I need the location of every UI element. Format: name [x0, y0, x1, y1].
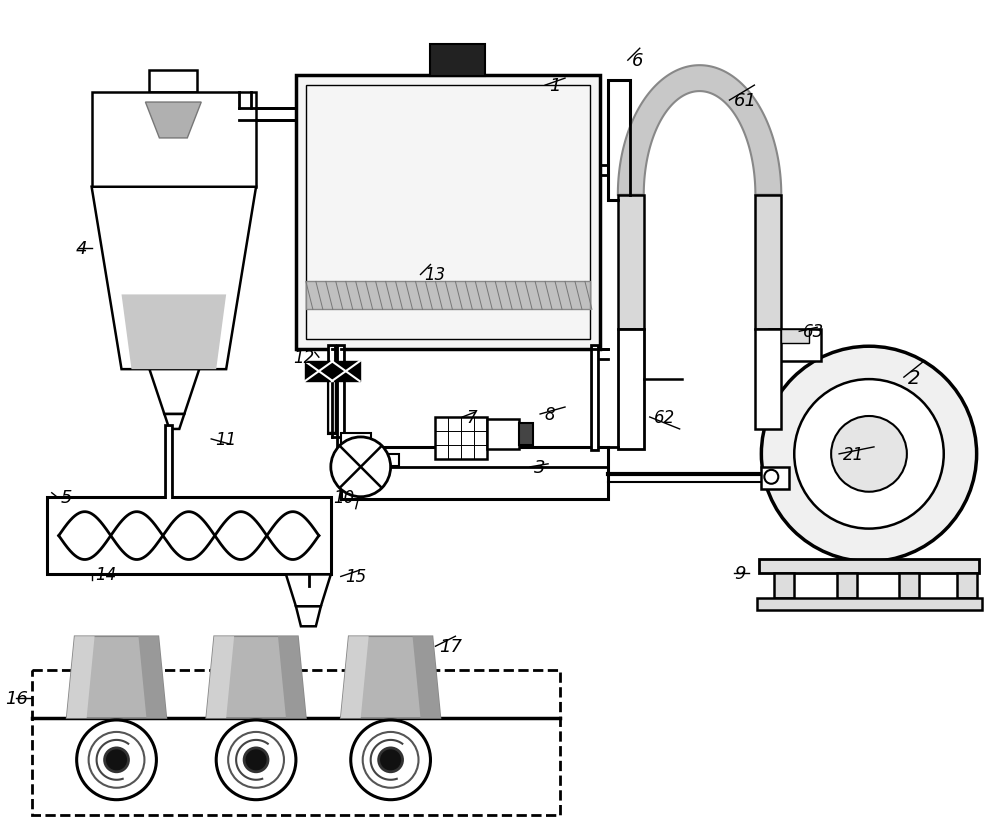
Text: 1: 1 [549, 77, 561, 95]
Text: 13: 13 [424, 266, 446, 284]
Bar [341, 447, 608, 499]
Circle shape [77, 720, 156, 800]
Bar [769, 330, 821, 362]
Bar [757, 599, 982, 610]
Bar [306, 282, 590, 310]
Bar [487, 420, 519, 450]
Polygon shape [67, 637, 95, 718]
Text: 2: 2 [908, 368, 920, 388]
Circle shape [89, 732, 144, 787]
Bar [92, 93, 256, 187]
Polygon shape [138, 637, 166, 718]
Circle shape [363, 732, 419, 787]
Bar [761, 467, 789, 489]
Circle shape [244, 748, 268, 772]
Bar [957, 574, 977, 599]
Polygon shape [206, 637, 234, 718]
Bar [341, 433, 371, 450]
Polygon shape [149, 370, 199, 415]
Text: 62: 62 [654, 408, 675, 426]
Text: 6: 6 [632, 52, 643, 70]
Circle shape [764, 470, 778, 484]
Text: 16: 16 [5, 689, 28, 707]
Circle shape [105, 748, 128, 772]
Circle shape [794, 380, 944, 529]
Polygon shape [206, 637, 306, 718]
Bar [430, 46, 485, 77]
Bar [618, 195, 644, 330]
Polygon shape [145, 103, 201, 139]
Text: 8: 8 [544, 406, 555, 423]
Text: 10: 10 [333, 489, 355, 506]
Polygon shape [341, 637, 440, 718]
Bar [519, 423, 533, 445]
Bar [47, 497, 331, 575]
Bar [381, 455, 399, 466]
Circle shape [831, 416, 907, 492]
Polygon shape [164, 415, 184, 430]
Bar [435, 417, 487, 460]
Text: 21: 21 [843, 445, 864, 464]
Polygon shape [305, 362, 333, 382]
Text: 61: 61 [733, 92, 756, 110]
Bar [296, 76, 600, 349]
Text: 14: 14 [96, 566, 117, 584]
Circle shape [228, 732, 284, 787]
Bar [755, 330, 781, 430]
Bar [306, 86, 590, 339]
Circle shape [379, 748, 403, 772]
Text: 7: 7 [466, 408, 477, 426]
Polygon shape [92, 187, 256, 370]
Text: 63: 63 [803, 323, 824, 341]
Text: 4: 4 [76, 239, 88, 258]
Text: 12: 12 [294, 349, 315, 367]
Bar [608, 81, 630, 200]
Text: 9: 9 [734, 565, 745, 583]
Text: 11: 11 [215, 431, 236, 449]
Polygon shape [413, 637, 440, 718]
Polygon shape [67, 637, 166, 718]
Bar [755, 195, 781, 330]
Bar [899, 574, 919, 599]
Bar [149, 71, 197, 93]
Polygon shape [278, 637, 306, 718]
Circle shape [216, 720, 296, 800]
Bar [774, 574, 794, 599]
Polygon shape [341, 637, 369, 718]
Text: 17: 17 [439, 638, 462, 656]
Text: 3: 3 [534, 458, 546, 476]
Polygon shape [618, 66, 781, 195]
Circle shape [351, 720, 430, 800]
Text: 15: 15 [345, 568, 366, 585]
Polygon shape [332, 362, 360, 382]
Bar [837, 574, 857, 599]
Bar [32, 671, 560, 815]
Polygon shape [122, 295, 226, 370]
Text: 5: 5 [61, 489, 72, 506]
Polygon shape [286, 575, 331, 607]
Bar [781, 330, 809, 344]
Circle shape [761, 347, 977, 562]
Polygon shape [759, 559, 979, 574]
Circle shape [331, 437, 391, 497]
Bar [618, 330, 644, 450]
Polygon shape [296, 607, 321, 627]
